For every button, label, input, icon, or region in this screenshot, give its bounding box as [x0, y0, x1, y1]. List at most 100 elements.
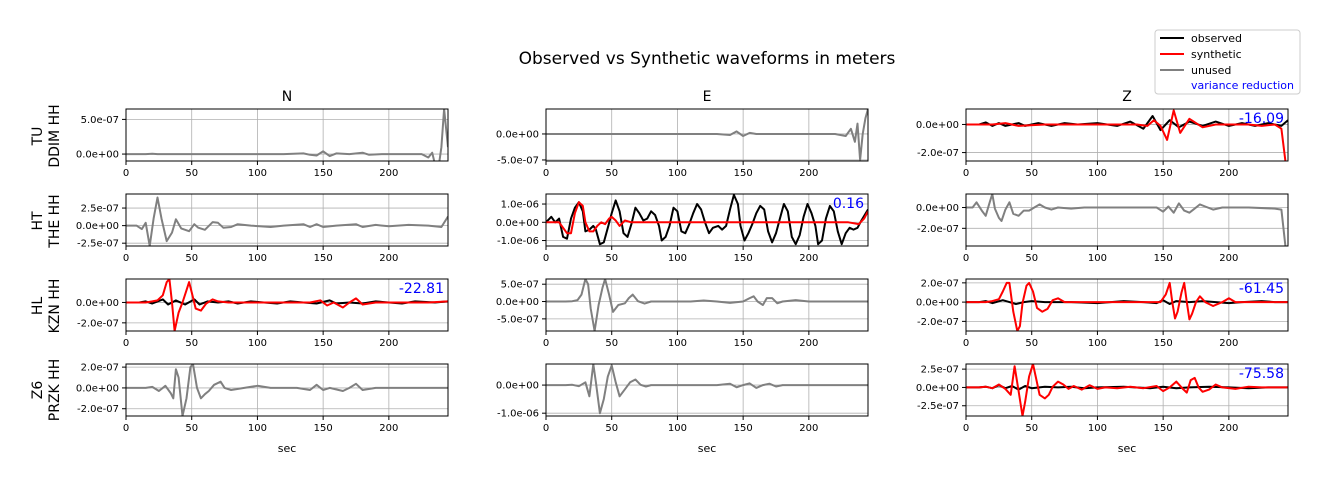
x-tick-label: 200: [379, 168, 398, 179]
synthetic-trace: [966, 109, 1287, 161]
row-label-station-3: PRZK HH: [47, 359, 63, 421]
x-tick-label: 50: [185, 338, 198, 349]
synthetic-trace: [546, 201, 868, 235]
x-tick-label: 100: [1088, 168, 1107, 179]
x-tick-label: 200: [379, 338, 398, 349]
x-tick-label: 150: [1154, 253, 1173, 264]
synthetic-trace: [126, 279, 448, 331]
x-tick-label: 200: [1219, 423, 1238, 434]
legend-unused-label: unused: [1191, 64, 1231, 77]
panel-traces: [546, 364, 868, 415]
unused-trace: [546, 364, 868, 415]
synthetic-trace: [966, 281, 1288, 331]
x-tick-label: 50: [185, 423, 198, 434]
y-tick-label: -2.0e-07: [917, 317, 959, 328]
row-label-station-0: DDIM HH: [47, 104, 63, 167]
x-tick-label: 150: [734, 423, 753, 434]
y-tick-label: 2.0e-07: [81, 363, 119, 374]
panel-ht-n: 0 50 100 150 200 2.5e-07 0.0e+00 -2.5e-07: [76, 193, 449, 264]
x-tick-label: 200: [1219, 253, 1238, 264]
unused-trace: [126, 364, 448, 416]
y-tick-label: 1.0e-06: [501, 200, 539, 211]
x-tick-label: 200: [1219, 168, 1238, 179]
x-tick-label: 150: [1154, 168, 1173, 179]
x-tick-label: 0: [963, 423, 969, 434]
x-tick-label: 0: [963, 338, 969, 349]
axes-frame: [965, 363, 1289, 417]
x-tick-label: 150: [1154, 423, 1173, 434]
figure-title: Observed vs Synthetic waveforms in meter…: [519, 49, 896, 69]
legend-observed-label: observed: [1191, 32, 1242, 45]
axes-frame: [125, 278, 449, 332]
row-label-network-1: HT: [30, 211, 46, 231]
y-tick-label: 0.0e+00: [496, 297, 539, 308]
x-tick-label: 200: [379, 423, 398, 434]
axes-frame: [545, 278, 869, 332]
panel-traces: [126, 196, 448, 246]
x-tick-label: 100: [248, 338, 267, 349]
y-tick-label: 2.0e-07: [921, 278, 959, 289]
x-tick-label: 0: [543, 338, 549, 349]
panel-z6-n: 0 50 100 150 200 2.0e-07 0.0e+00 -2.0e-07: [76, 363, 449, 434]
observed-trace: [546, 194, 868, 246]
panel-tu-z: 0 50 100 150 200 0.0e+00 -2.0e-07 -16.09: [916, 108, 1289, 179]
y-tick-label: 0.0e+00: [496, 129, 539, 140]
y-tick-label: -2.0e-07: [77, 318, 119, 329]
axes-frame: [125, 108, 449, 162]
panel-traces: [966, 364, 1288, 416]
variance-reduction-label: 0.16: [833, 196, 864, 212]
y-tick-label: 0.0e+00: [916, 383, 959, 394]
axes-frame: [545, 108, 869, 162]
x-tick-label: 50: [1025, 253, 1038, 264]
y-tick-label: 5.0e-07: [501, 280, 539, 291]
y-tick-label: 0.0e+00: [76, 383, 119, 394]
unused-trace: [966, 194, 1287, 246]
y-tick-label: 0.0e+00: [76, 150, 119, 161]
x-tick-label: 0: [123, 168, 129, 179]
axes-frame: [965, 108, 1289, 162]
y-tick-label: -2.5e-07: [77, 239, 119, 250]
legend-synthetic-label: synthetic: [1191, 48, 1242, 61]
x-tick-label: 100: [248, 253, 267, 264]
x-tick-label: 50: [605, 423, 618, 434]
x-tick-label: 200: [1219, 338, 1238, 349]
x-tick-label: 0: [963, 168, 969, 179]
panel-z6-z: 0 50 100 150 200 2.5e-07 0.0e+00 -2.5e-07 -75.58: [916, 363, 1289, 434]
y-tick-label: 2.5e-07: [921, 365, 959, 376]
x-tick-label: 150: [314, 168, 333, 179]
variance-reduction-label: -61.45: [1239, 281, 1284, 297]
x-tick-label: 0: [123, 253, 129, 264]
x-tick-label: 200: [799, 423, 818, 434]
y-tick-label: -5.0e-07: [497, 155, 539, 166]
panel-traces: [966, 281, 1288, 331]
panel-traces: [546, 194, 868, 246]
x-tick-label: 150: [314, 253, 333, 264]
row-label-network-3: Z6: [30, 381, 46, 400]
x-tick-label: 0: [963, 253, 969, 264]
x-tick-label: 150: [734, 253, 753, 264]
x-tick-label: 100: [668, 423, 687, 434]
y-tick-label: -2.5e-07: [917, 401, 959, 412]
x-tick-label: 100: [1088, 338, 1107, 349]
row-label-network-0: TU: [30, 127, 46, 147]
panel-traces: [546, 279, 868, 331]
unused-trace: [546, 109, 868, 161]
x-tick-label: 100: [1088, 423, 1107, 434]
x-tick-label: 100: [668, 338, 687, 349]
y-tick-label: -2.0e-07: [917, 224, 959, 235]
x-tick-label: 0: [543, 168, 549, 179]
x-tick-label: 150: [734, 168, 753, 179]
axes-frame: [125, 193, 449, 247]
x-tick-label: 200: [799, 168, 818, 179]
y-tick-label: -2.0e-07: [77, 404, 119, 415]
y-tick-label: -2.0e-07: [917, 148, 959, 159]
panel-traces: [126, 109, 448, 161]
x-tick-label: 0: [543, 253, 549, 264]
y-tick-label: 2.5e-07: [81, 204, 119, 215]
x-tick-label: 150: [314, 338, 333, 349]
x-tick-label: 200: [799, 253, 818, 264]
x-tick-label: 100: [248, 423, 267, 434]
y-tick-label: 0.0e+00: [916, 203, 959, 214]
panel-z6-e: 0 50 100 150 200 0.0e+00 -1.0e-06: [496, 363, 869, 434]
x-tick-label: 100: [668, 168, 687, 179]
